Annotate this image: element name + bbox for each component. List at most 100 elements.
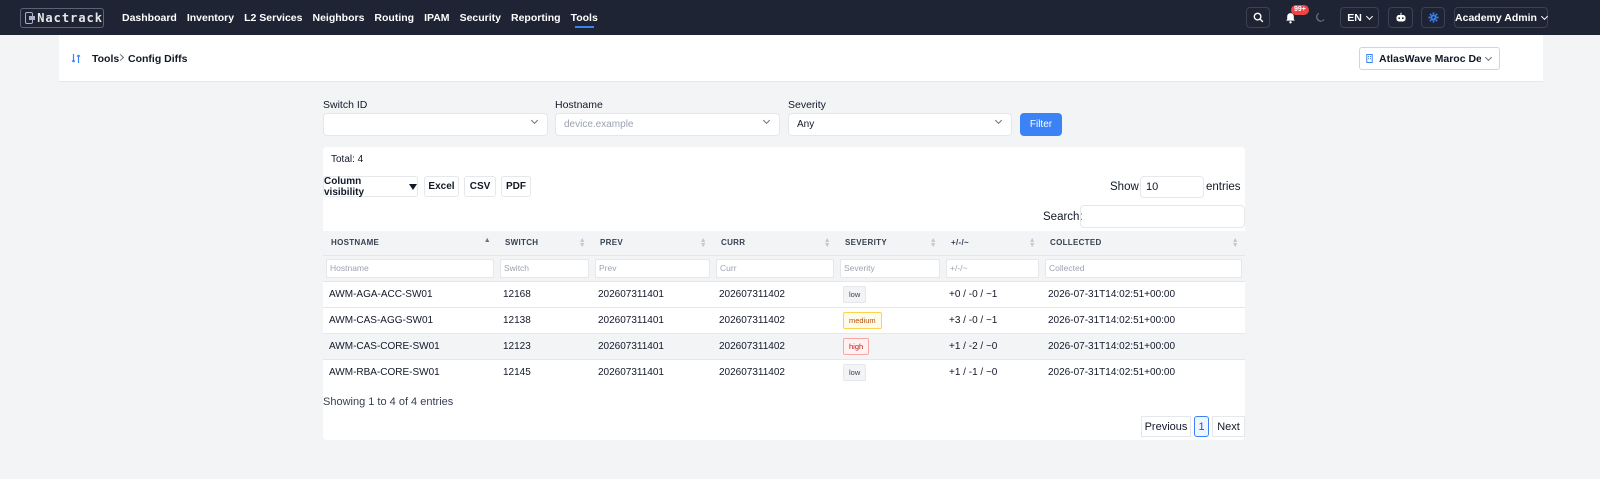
page-header: Tools Config Diffs AtlasWave Maroc Demo	[59, 35, 1543, 82]
config-diffs-table-card: Total: 4 Column visibility Excel CSV PDF…	[323, 147, 1245, 440]
filter-curr-input[interactable]: Curr	[716, 258, 834, 278]
language-label: EN	[1347, 11, 1362, 24]
page-length-select[interactable]: 10	[1140, 176, 1204, 198]
cell-curr: 202607311402	[719, 314, 785, 326]
filter-collected-input[interactable]: Collected	[1045, 258, 1242, 278]
nav-neighbors[interactable]: Neighbors	[312, 11, 365, 24]
sort-icon: ▲ ▼	[929, 237, 937, 249]
search-icon	[1253, 12, 1263, 23]
search-button[interactable]	[1246, 7, 1270, 28]
gear-icon	[1427, 12, 1439, 23]
column-header-collected[interactable]: COLLECTED ▲ ▼	[1042, 231, 1245, 256]
sort-icon: ▲ ▼	[823, 237, 831, 249]
cell-switch: 12168	[503, 288, 531, 300]
breadcrumb-tools[interactable]: Tools	[92, 53, 120, 65]
column-header-hostname[interactable]: HOSTNAME ▲	[323, 231, 497, 256]
cell-collected: 2026-07-31T14:02:51+00:00	[1048, 366, 1176, 378]
user-name: Academy Admin	[1455, 11, 1537, 24]
chevron-down-icon	[994, 116, 1003, 125]
cell-prev: 202607311401	[598, 314, 664, 326]
sort-icon: ▲ ▼	[1028, 237, 1036, 249]
config-diff-icon	[71, 54, 81, 63]
filter-delta-input[interactable]: +/-/~	[946, 258, 1039, 278]
severity-badge: medium	[843, 311, 882, 329]
hostname-label: Hostname	[555, 99, 603, 111]
sort-icon: ▲ ▼	[699, 237, 707, 249]
severity-badge: low	[843, 363, 867, 381]
column-visibility-button[interactable]: Column visibility	[323, 176, 418, 198]
filter-prev-input[interactable]: Prev	[595, 258, 710, 278]
pagination-page-1[interactable]: 1	[1194, 416, 1209, 437]
hostname-placeholder: device.example	[564, 119, 634, 130]
column-header-switch[interactable]: SWITCH ▲ ▼	[497, 231, 592, 256]
nav-l2-services[interactable]: L2 Services	[244, 11, 303, 24]
cell-prev: 202607311401	[598, 366, 664, 378]
user-menu[interactable]: Academy Admin	[1454, 7, 1548, 28]
table-info: Showing 1 to 4 of 4 entries	[323, 396, 454, 408]
csv-button[interactable]: CSV	[464, 176, 496, 197]
column-header-prev[interactable]: PREV ▲ ▼	[592, 231, 713, 256]
column-filter-row: Hostname Switch Prev Curr Severity +/-/~…	[323, 255, 1245, 281]
table-header-row: HOSTNAME ▲ SWITCH ▲ ▼ PREV ▲ ▼ CURR ▲ ▼ SEVERIT…	[323, 231, 1245, 256]
total-count: Total: 4	[331, 154, 364, 165]
bell-icon	[1285, 12, 1295, 23]
building-icon	[1366, 54, 1373, 63]
severity-badge: low	[843, 285, 867, 303]
pdf-button[interactable]: PDF	[501, 176, 531, 197]
excel-button[interactable]: Excel	[424, 176, 459, 197]
cell-curr: 202607311402	[719, 340, 785, 352]
column-header-severity[interactable]: SEVERITY ▲ ▼	[837, 231, 943, 256]
theme-toggle[interactable]	[1308, 7, 1332, 28]
settings-button[interactable]	[1421, 7, 1445, 28]
nav-reporting[interactable]: Reporting	[511, 11, 561, 24]
robot-icon	[1396, 12, 1405, 22]
cell-hostname: AWM-AGA-ACC-SW01	[329, 288, 433, 300]
table-row[interactable]: AWM-RBA-CORE-SW01 12145 202607311401 202…	[323, 359, 1245, 385]
cell-hostname: AWM-CAS-CORE-SW01	[329, 340, 440, 352]
cell-switch: 12145	[503, 366, 531, 378]
severity-value: Any	[797, 119, 815, 130]
brand-name: Nactrack	[37, 11, 103, 25]
hostname-select[interactable]: device.example	[555, 113, 780, 136]
chevron-down-icon	[762, 116, 771, 125]
nav-inventory[interactable]: Inventory	[186, 11, 235, 24]
switch-id-select[interactable]	[323, 113, 548, 136]
table-row[interactable]: AWM-CAS-CORE-SW01 12123 202607311401 202…	[323, 333, 1245, 359]
column-header-curr[interactable]: CURR ▲ ▼	[713, 231, 837, 256]
column-header-delta[interactable]: +/-/~ ▲ ▼	[943, 231, 1042, 256]
cell-collected: 2026-07-31T14:02:51+00:00	[1048, 314, 1176, 326]
sort-asc-icon: ▲	[483, 237, 491, 244]
filter-switch-input[interactable]: Switch	[500, 258, 589, 278]
cell-hostname: AWM-RBA-CORE-SW01	[329, 366, 440, 378]
chevron-down-icon	[1365, 12, 1373, 20]
tenant-name: AtlasWave Maroc Demo	[1379, 52, 1481, 65]
nav-security[interactable]: Security	[459, 11, 501, 24]
pagination-next[interactable]: Next	[1212, 416, 1245, 437]
cell-delta: +0 / -0 / ~1	[949, 288, 998, 300]
filter-severity-input[interactable]: Severity	[840, 258, 940, 278]
pagination-previous[interactable]: Previous	[1141, 416, 1191, 437]
nav-dashboard[interactable]: Dashboard	[122, 11, 177, 24]
chevron-down-icon	[1484, 53, 1493, 61]
chevron-down-icon	[530, 116, 539, 125]
page-title: Config Diffs	[128, 53, 188, 65]
language-selector[interactable]: EN	[1340, 7, 1379, 28]
severity-select[interactable]: Any	[788, 113, 1012, 136]
nav-tools[interactable]: Tools	[570, 11, 598, 28]
config-diffs-table: HOSTNAME ▲ SWITCH ▲ ▼ PREV ▲ ▼ CURR ▲ ▼ SEVERIT…	[323, 231, 1245, 385]
table-row[interactable]: AWM-CAS-AGG-SW01 12138 202607311401 2026…	[323, 307, 1245, 333]
brand-logo[interactable]: Nactrack	[20, 8, 104, 28]
filter-button[interactable]: Filter	[1020, 113, 1062, 136]
switch-id-label: Switch ID	[323, 99, 368, 111]
assistant-button[interactable]	[1388, 7, 1413, 28]
table-row[interactable]: AWM-AGA-ACC-SW01 12168 202607311401 2026…	[323, 281, 1245, 307]
search-input[interactable]	[1080, 205, 1245, 228]
severity-badge: high	[843, 337, 870, 355]
nav-ipam[interactable]: IPAM	[424, 11, 450, 24]
nav-routing[interactable]: Routing	[374, 11, 415, 24]
cell-curr: 202607311402	[719, 288, 785, 300]
filter-hostname-input[interactable]: Hostname	[326, 258, 494, 278]
notifications-button[interactable]: 99+	[1278, 5, 1309, 28]
cell-prev: 202607311401	[598, 288, 664, 300]
tenant-selector[interactable]: AtlasWave Maroc Demo	[1359, 47, 1500, 70]
